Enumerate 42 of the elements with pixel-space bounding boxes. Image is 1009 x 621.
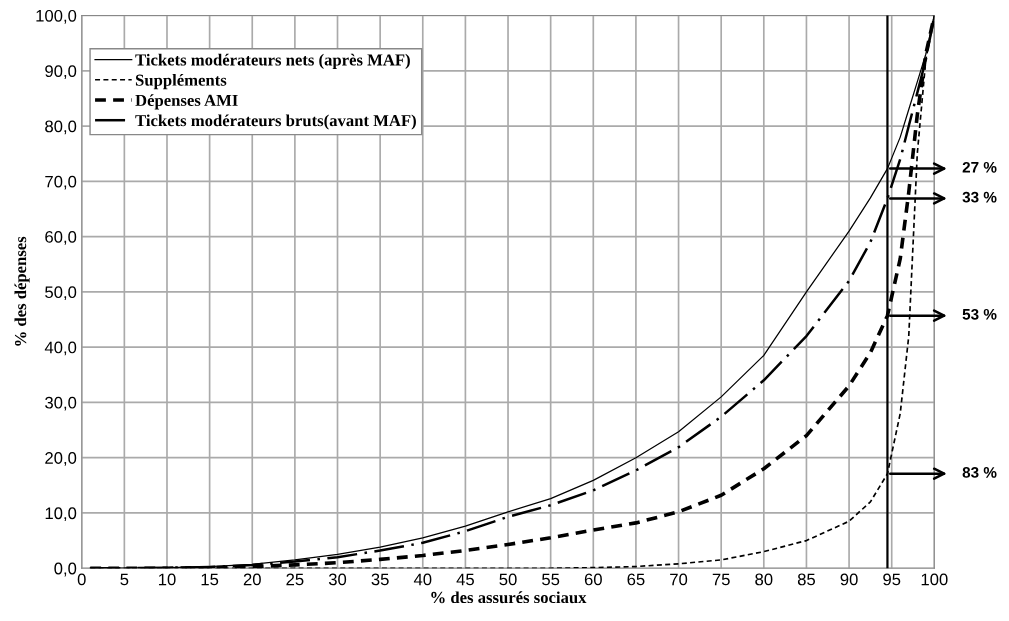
legend-label: Dépenses AMI	[135, 94, 238, 110]
y-tick-label: 80,0	[45, 120, 77, 135]
x-tick-label: 40	[413, 573, 432, 586]
y-tick-label: 10,0	[45, 507, 77, 522]
x-tick-label: 5	[120, 573, 129, 586]
x-tick-label: 75	[712, 573, 730, 586]
x-tick-label: 15	[201, 573, 219, 586]
x-tick-label: 20	[243, 573, 261, 586]
y-tick-label: 20,0	[45, 452, 77, 466]
x-tick-label: 30	[328, 573, 347, 586]
y-tick-label: 50,0	[45, 286, 77, 301]
x-tick-label: 100	[921, 573, 948, 586]
legend-label: Suppléments	[135, 74, 227, 90]
x-tick-label: 60	[584, 573, 602, 586]
x-axis-title: % des assurés sociaux	[431, 591, 587, 604]
y-tick-label: 60,0	[45, 231, 77, 245]
x-tick-label: 70	[670, 573, 688, 586]
legend-label: Tickets modérateurs bruts(avant MAF)	[135, 114, 416, 130]
x-tick-label: 55	[542, 573, 560, 586]
x-tick-label: 50	[499, 573, 517, 586]
x-tick-label: 0	[77, 573, 86, 586]
text: 83 %	[962, 466, 997, 478]
x-tick-label: 80	[755, 573, 773, 586]
x-tick-label: 10	[158, 573, 176, 586]
text: 33 %	[962, 191, 997, 203]
y-axis-title: % des dépenses	[14, 236, 30, 346]
y-tick-label: 100,0	[36, 9, 77, 24]
text: 53 %	[962, 308, 997, 320]
x-tick-label: 35	[371, 573, 389, 586]
x-tick-label: 25	[286, 573, 304, 586]
y-tick-label: 40,0	[44, 341, 77, 356]
x-tick-label: 65	[627, 573, 645, 586]
y-tick-label: 0,0	[54, 562, 77, 577]
legend-label: Tickets modérateurs nets (après MAF)	[135, 53, 410, 69]
x-tick-label: 95	[883, 573, 901, 586]
x-tick-label: 85	[797, 573, 816, 586]
text: 27 %	[962, 161, 997, 173]
y-tick-label: 30,0	[45, 396, 77, 411]
x-tick-label: 90	[840, 573, 858, 586]
x-tick-label: 45	[456, 573, 474, 586]
y-tick-label: 90,0	[45, 65, 77, 79]
y-tick-label: 70,0	[45, 175, 77, 190]
